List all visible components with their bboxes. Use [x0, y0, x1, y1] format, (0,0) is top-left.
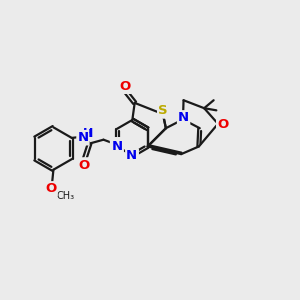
Text: O: O [45, 182, 57, 195]
Text: N: N [111, 140, 122, 153]
Text: O: O [79, 158, 90, 172]
Text: CH₃: CH₃ [57, 190, 75, 201]
Text: N: N [77, 131, 88, 144]
Text: O: O [217, 118, 228, 131]
Text: S: S [158, 104, 168, 117]
Text: O: O [120, 80, 131, 93]
Text: O: O [217, 118, 228, 131]
Text: N: N [178, 111, 189, 124]
Text: N: N [126, 149, 137, 162]
Text: N: N [112, 138, 123, 151]
Text: N: N [112, 140, 123, 153]
Text: N: N [178, 111, 189, 124]
Text: S: S [158, 105, 168, 118]
Text: N: N [77, 130, 88, 143]
Text: O: O [120, 80, 131, 93]
Text: H: H [83, 127, 93, 140]
Text: O: O [79, 158, 90, 172]
Text: N: N [112, 138, 123, 151]
Text: O: O [45, 182, 57, 195]
Text: H: H [83, 128, 92, 139]
Text: N: N [127, 149, 138, 162]
